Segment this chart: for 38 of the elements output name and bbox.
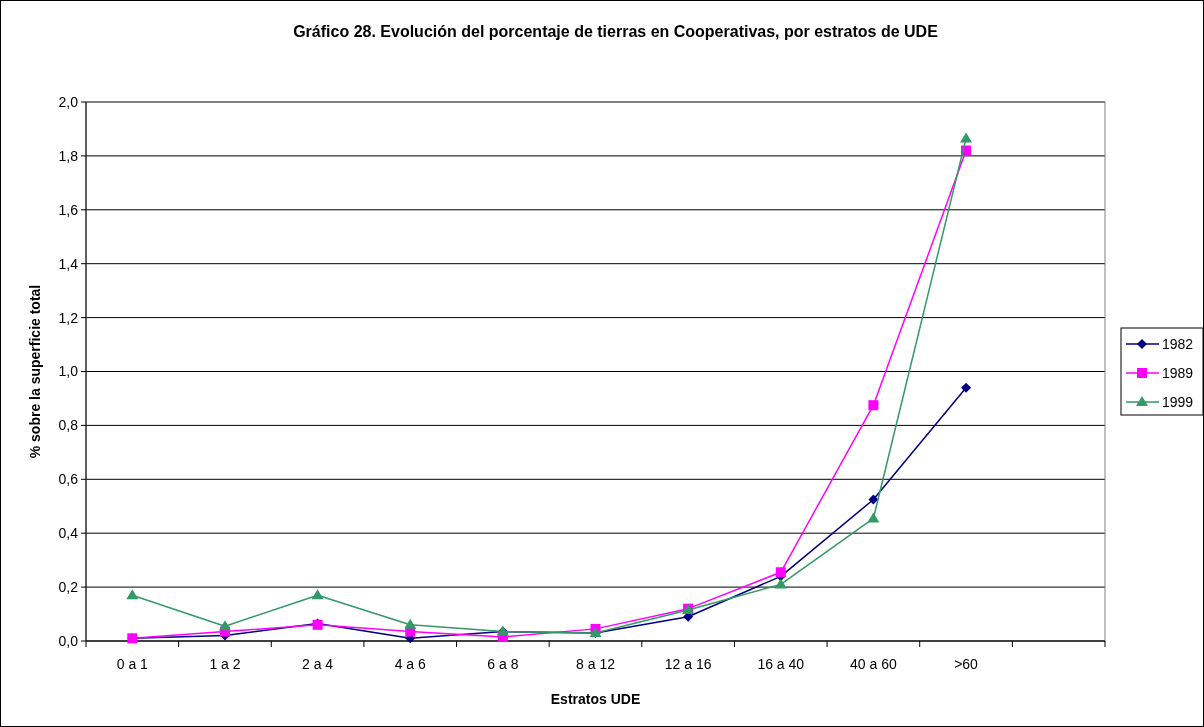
x-tick-label: >60 [954,656,979,672]
point [868,494,879,505]
point [961,382,972,393]
x-tick-label: 4 a 6 [394,656,427,672]
x-axis-title: Estratos UDE [550,691,641,707]
point [960,132,973,143]
legend-label: 1999 [1162,393,1194,410]
point [774,578,787,589]
y-tick-label: 0,2 [58,579,79,595]
y-axis-title: % sobre la superficie total [27,284,43,459]
y-tick-label: 1,8 [58,147,79,164]
point [404,618,417,629]
chart-title: Gráfico 28. Evolución del porcentaje de tierras en Cooperativas, por estratos de UDE [293,23,939,40]
x-tick-label: 40 a 60 [850,656,897,672]
y-tick-label: 0,8 [58,417,79,434]
point [218,620,231,631]
x-tick-label: 6 a 8 [487,656,519,672]
point [867,512,880,523]
y-tick-label: 2,0 [58,93,79,110]
y-tick-label: 1,2 [58,309,79,326]
point [126,589,139,600]
point [868,400,879,411]
x-tick-label: 12 a 16 [664,656,712,672]
legend-label: 1989 [1162,364,1194,381]
y-tick-label: 0,0 [58,632,79,649]
point [311,589,324,600]
x-tick-label: 16 a 40 [757,656,805,672]
y-tick-label: 1,4 [58,255,79,272]
y-tick-label: 0,6 [58,471,79,488]
x-tick-label: 1 a 2 [209,656,241,672]
legend-label: 1982 [1162,335,1194,352]
y-tick-label: 1,0 [58,363,79,380]
y-tick-label: 1,6 [58,201,79,218]
point [775,567,786,578]
x-tick-label: 8 a 12 [576,656,616,672]
x-tick-label: 2 a 4 [302,656,334,672]
x-tick-label: 0 a 1 [116,656,149,672]
y-tick-label: 0,4 [58,525,79,542]
